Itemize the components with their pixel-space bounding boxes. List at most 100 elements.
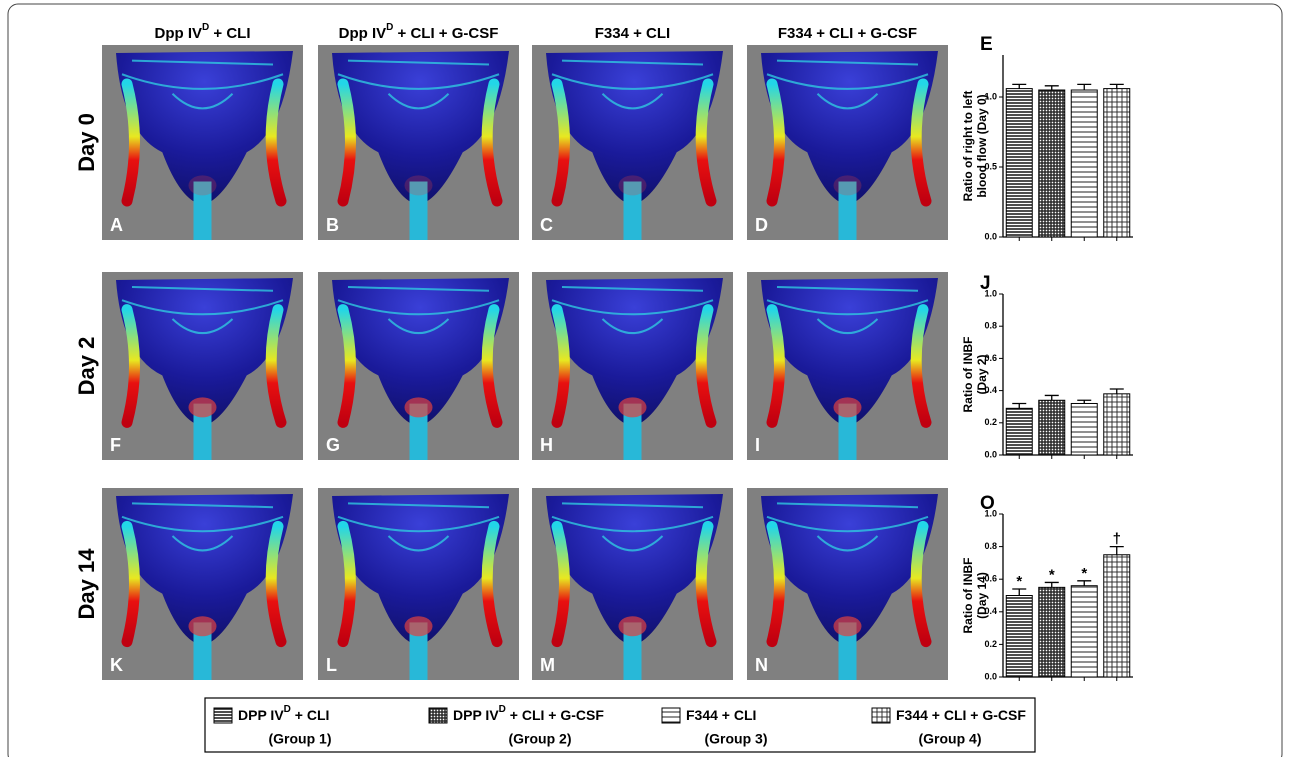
vessels <box>337 59 500 110</box>
label-part: Dpp IV <box>155 25 203 42</box>
panel-letter: N <box>755 655 768 675</box>
vessels <box>766 502 929 552</box>
right-limb <box>910 78 932 207</box>
label: F334 + CLI <box>595 25 670 42</box>
error-bar <box>1109 388 1124 394</box>
left-limb <box>766 304 785 428</box>
body <box>332 51 509 205</box>
bar <box>1038 399 1066 456</box>
label-part: Dpp IV <box>339 25 387 42</box>
superscript: D <box>202 22 209 33</box>
legend-group: (Group 2) <box>509 731 572 747</box>
laser-doppler-image <box>318 488 519 680</box>
center-spot <box>188 397 217 418</box>
tail <box>838 622 857 680</box>
legend-swatch <box>661 707 681 724</box>
tail <box>409 181 428 240</box>
center-spot <box>188 616 217 637</box>
panel-letter: M <box>540 655 555 675</box>
bar <box>1103 554 1131 678</box>
y-tick-label: 0.2 <box>984 417 997 427</box>
vessels <box>121 502 284 552</box>
right-limb <box>265 304 287 428</box>
laser-doppler-image <box>102 45 303 240</box>
panel-letter: G <box>326 435 340 455</box>
vessels <box>766 286 929 334</box>
left-limb <box>551 520 570 648</box>
vessels <box>121 286 284 334</box>
right-limb <box>265 78 287 207</box>
tail <box>193 622 212 680</box>
error-bar <box>1012 83 1027 89</box>
frame <box>7 3 1283 757</box>
bar <box>1038 89 1066 238</box>
y-axis-label: (Day 14) <box>975 572 989 619</box>
superscript: D <box>499 704 506 715</box>
panel-letter: E <box>980 34 993 55</box>
body <box>116 51 293 205</box>
left-limb <box>121 304 140 428</box>
laser-doppler-image <box>532 45 733 240</box>
error-bar <box>1012 402 1027 409</box>
vessels <box>121 59 284 110</box>
legend-swatch <box>428 707 448 724</box>
bar <box>1103 393 1131 456</box>
y-axis-label: (Day 2) <box>975 354 989 394</box>
annotation: † <box>1113 531 1121 548</box>
laser-doppler-image <box>318 45 519 240</box>
error-bar <box>1044 394 1059 401</box>
label-part: F334 + CLI <box>595 25 670 42</box>
left-limb <box>337 78 356 207</box>
label: DPP IVD + CLI + G-CSF <box>453 704 604 723</box>
right-limb <box>695 520 717 648</box>
legend-group: (Group 4) <box>919 731 982 747</box>
right-limb <box>481 304 503 428</box>
body <box>332 278 509 427</box>
right-limb <box>481 78 503 207</box>
body <box>761 494 938 646</box>
y-tick-label: 0.4 <box>984 606 997 616</box>
y-axis-label: Ratio of right to left <box>961 91 975 202</box>
bar <box>1070 89 1098 238</box>
vessels <box>551 502 714 552</box>
panel-letter: D <box>755 215 768 235</box>
error-bar <box>1109 83 1124 89</box>
laser-doppler-image <box>532 272 733 460</box>
tail <box>623 181 642 240</box>
laser-doppler-image <box>747 272 948 460</box>
panel-letter: C <box>540 215 553 235</box>
left-limb <box>337 304 356 428</box>
legend-group: (Group 3) <box>705 731 768 747</box>
panel-letter: A <box>110 215 123 235</box>
vessels <box>551 59 714 110</box>
bar <box>1005 88 1033 238</box>
error-bar <box>1012 588 1027 596</box>
legend-swatch <box>213 707 233 724</box>
right-limb <box>481 520 503 648</box>
bar <box>1070 585 1098 678</box>
panel-letter: I <box>755 435 760 455</box>
vessels <box>766 59 929 110</box>
center-spot <box>833 616 862 637</box>
center-spot <box>404 397 433 418</box>
label-part: + CLI <box>209 25 250 42</box>
bar <box>1005 595 1033 678</box>
label: DPP IVD + CLI <box>238 704 329 723</box>
y-axis-label: Ratio of INBF <box>961 337 975 413</box>
superscript: D <box>386 22 393 33</box>
error-bar <box>1077 83 1092 90</box>
bar <box>1038 586 1066 678</box>
center-spot <box>188 175 217 196</box>
center-spot <box>833 175 862 196</box>
label: Dpp IVD + CLI <box>155 22 251 42</box>
y-tick-label: 1.0 <box>984 288 997 298</box>
legend-swatch <box>871 707 891 724</box>
left-limb <box>121 520 140 648</box>
panel-letter: F <box>110 435 121 455</box>
bar <box>1070 402 1098 456</box>
label-part: F344 + CLI + G-CSF <box>896 707 1026 723</box>
body <box>116 494 293 646</box>
left-limb <box>766 78 785 207</box>
vessels <box>337 286 500 334</box>
